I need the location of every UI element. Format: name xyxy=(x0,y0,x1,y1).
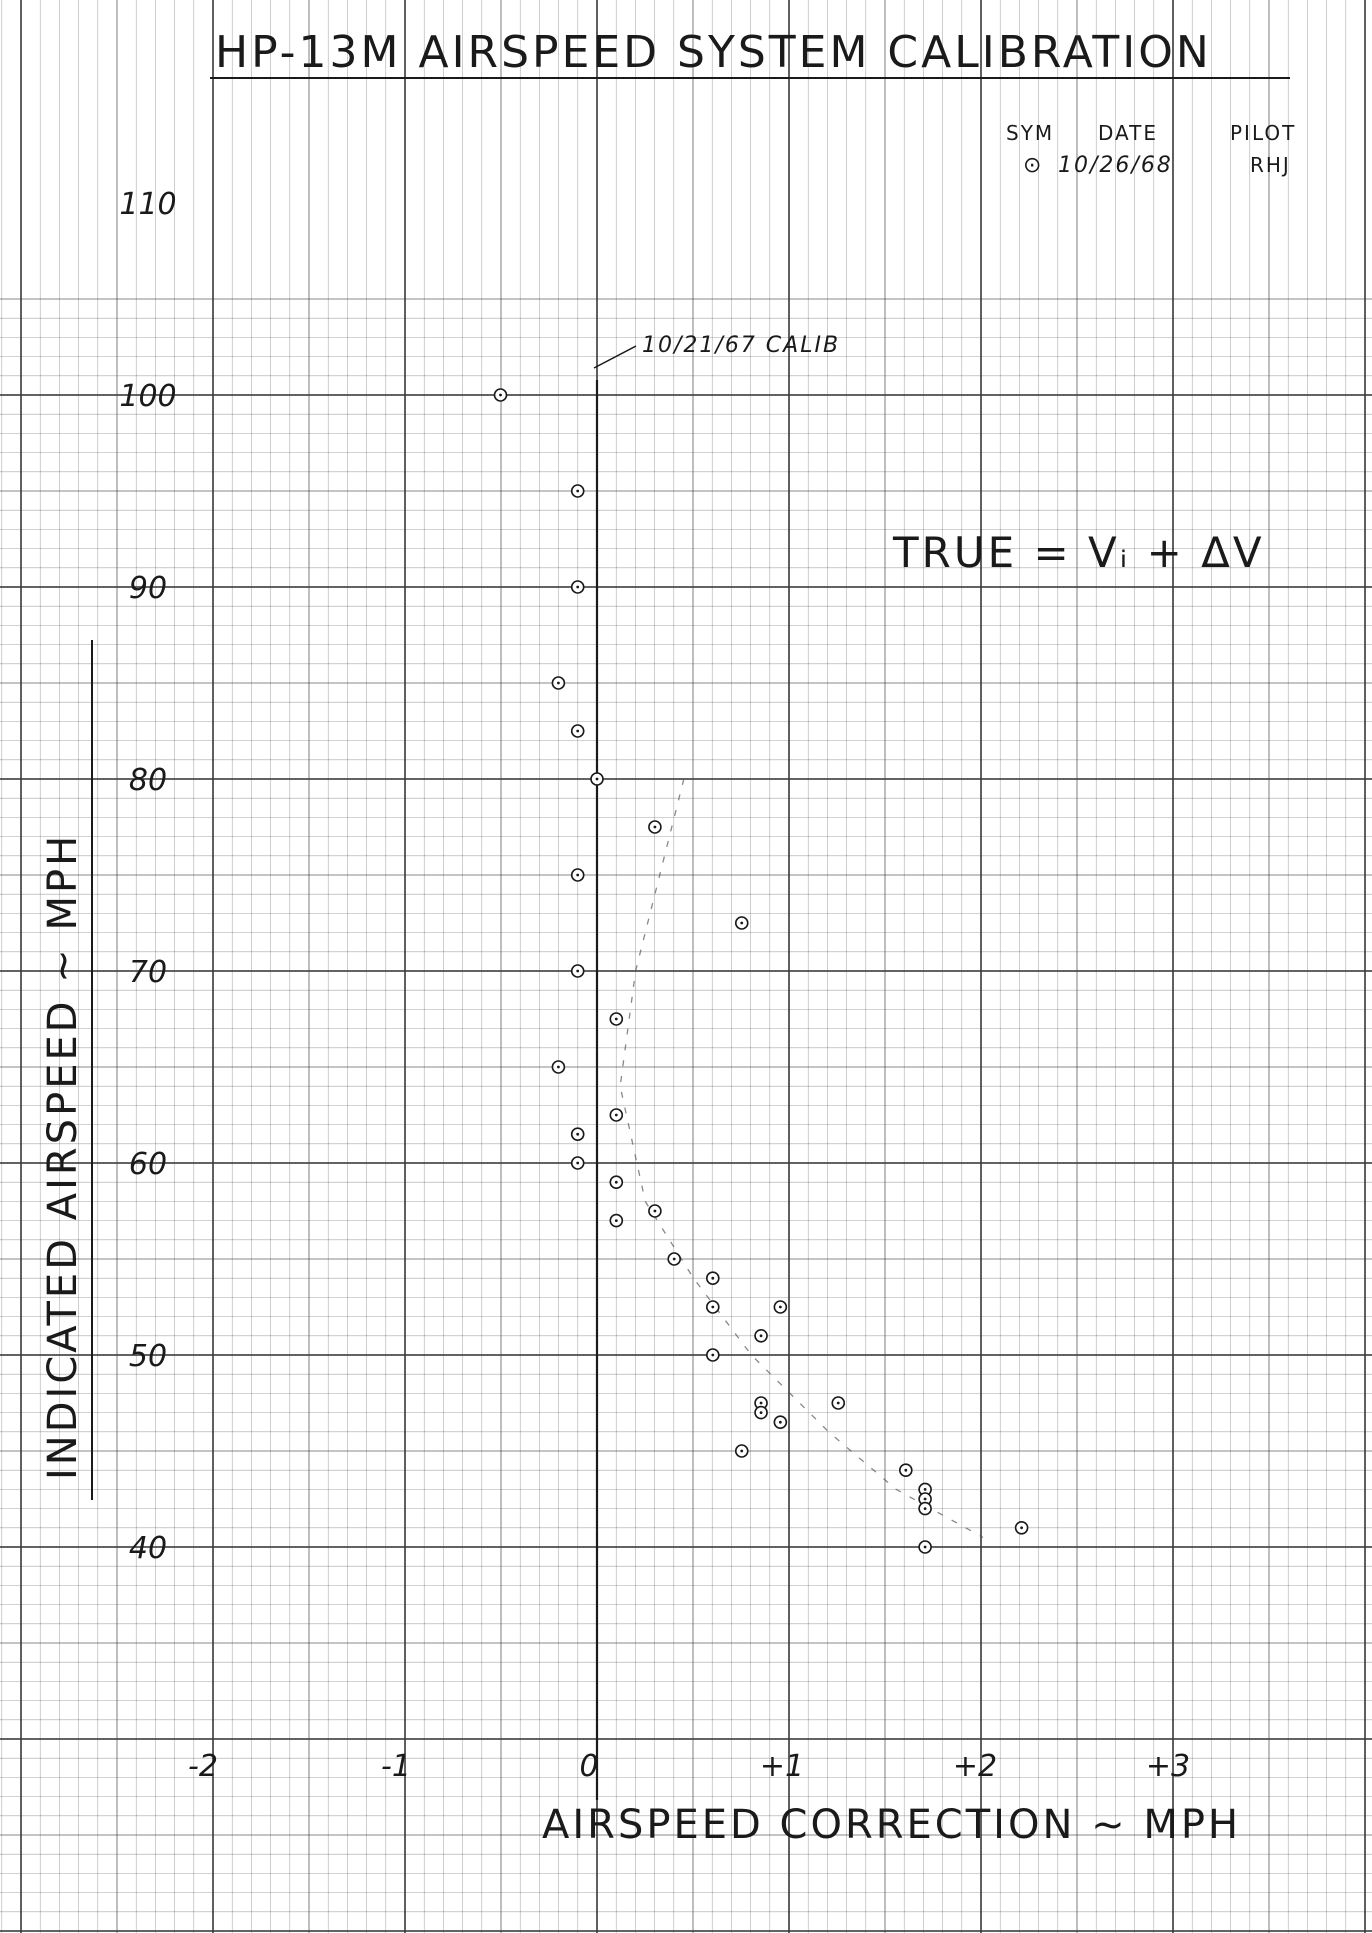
y-tick-40: 40 xyxy=(129,1531,167,1566)
x-tick-plus-2: +2 xyxy=(953,1749,997,1784)
x-tick-plus-3: +3 xyxy=(1146,1749,1190,1784)
data-point-20 xyxy=(705,1271,720,1285)
x-tick-plus-1: +1 xyxy=(760,1749,804,1784)
data-point-3 xyxy=(570,580,585,594)
x-axis-label: AIRSPEED CORRECTION ~ MPH xyxy=(542,1802,1241,1848)
y-tick-60: 60 xyxy=(129,1147,167,1182)
y-tick-80: 80 xyxy=(129,763,167,798)
x-tick-0: 0 xyxy=(579,1749,598,1784)
y-tick-110: 110 xyxy=(119,187,176,222)
data-point-28 xyxy=(773,1415,788,1429)
data-point-26 xyxy=(831,1396,846,1410)
data-point-17 xyxy=(648,1204,662,1218)
data-point-10 xyxy=(570,964,585,978)
x-axis-ticks: -2 -1 0 +1 +2 +3 xyxy=(188,1749,1190,1784)
data-point-18 xyxy=(609,1213,624,1228)
y-axis-label: INDICATED AIRSPEED ~ MPH xyxy=(40,833,86,1480)
data-point-21 xyxy=(705,1300,720,1314)
data-point-34 xyxy=(1014,1521,1029,1535)
chart-title: HP-13M AIRSPEED SYSTEM CALIBRATION xyxy=(215,27,1212,78)
data-point-13 xyxy=(609,1108,624,1122)
data-points xyxy=(493,388,1029,1554)
y-axis-ticks: 40 50 60 70 80 90 100 110 xyxy=(119,187,176,1566)
previous-calibration-leader xyxy=(593,345,637,369)
formula-annotation: TRUE = Vᵢ + ΔV xyxy=(892,528,1265,577)
legend-pilot: RHJ xyxy=(1250,153,1291,177)
data-point-33 xyxy=(918,1501,932,1516)
x-tick-minus-2: -2 xyxy=(188,1749,218,1784)
y-tick-50: 50 xyxy=(129,1339,167,1374)
data-point-27 xyxy=(754,1405,768,1420)
legend-symbol: ⊙ xyxy=(1023,153,1043,178)
faired-curve xyxy=(619,778,984,1538)
data-point-2 xyxy=(570,484,585,498)
data-point-12 xyxy=(551,1060,566,1074)
data-point-35 xyxy=(918,1540,932,1554)
legend-header-date: DATE xyxy=(1098,121,1158,145)
legend-header-sym: SYM xyxy=(1006,121,1054,145)
y-tick-100: 100 xyxy=(119,379,176,414)
legend-date: 10/26/68 xyxy=(1058,153,1173,178)
data-point-1 xyxy=(493,388,508,402)
data-point-19 xyxy=(667,1252,682,1266)
data-point-11 xyxy=(609,1012,624,1026)
legend: SYM DATE PILOT ⊙ 10/26/68 RHJ xyxy=(1006,121,1296,178)
data-point-15 xyxy=(570,1156,585,1170)
y-tick-90: 90 xyxy=(129,571,167,606)
data-point-8 xyxy=(570,868,585,882)
data-point-6 xyxy=(590,772,604,786)
x-tick-minus-1: -1 xyxy=(381,1749,411,1784)
data-point-4 xyxy=(551,676,566,690)
data-point-30 xyxy=(898,1463,913,1477)
previous-calibration-note: 10/21/67 CALIB xyxy=(642,333,840,358)
y-tick-70: 70 xyxy=(129,955,167,990)
data-point-29 xyxy=(734,1444,749,1458)
data-point-16 xyxy=(609,1175,624,1189)
data-point-24 xyxy=(705,1348,720,1362)
legend-header-pilot: PILOT xyxy=(1230,121,1296,145)
data-point-5 xyxy=(570,724,585,738)
data-point-9 xyxy=(734,916,749,930)
data-point-14 xyxy=(570,1127,585,1141)
data-point-7 xyxy=(648,820,662,834)
data-point-22 xyxy=(773,1300,788,1314)
data-point-23 xyxy=(754,1329,768,1343)
